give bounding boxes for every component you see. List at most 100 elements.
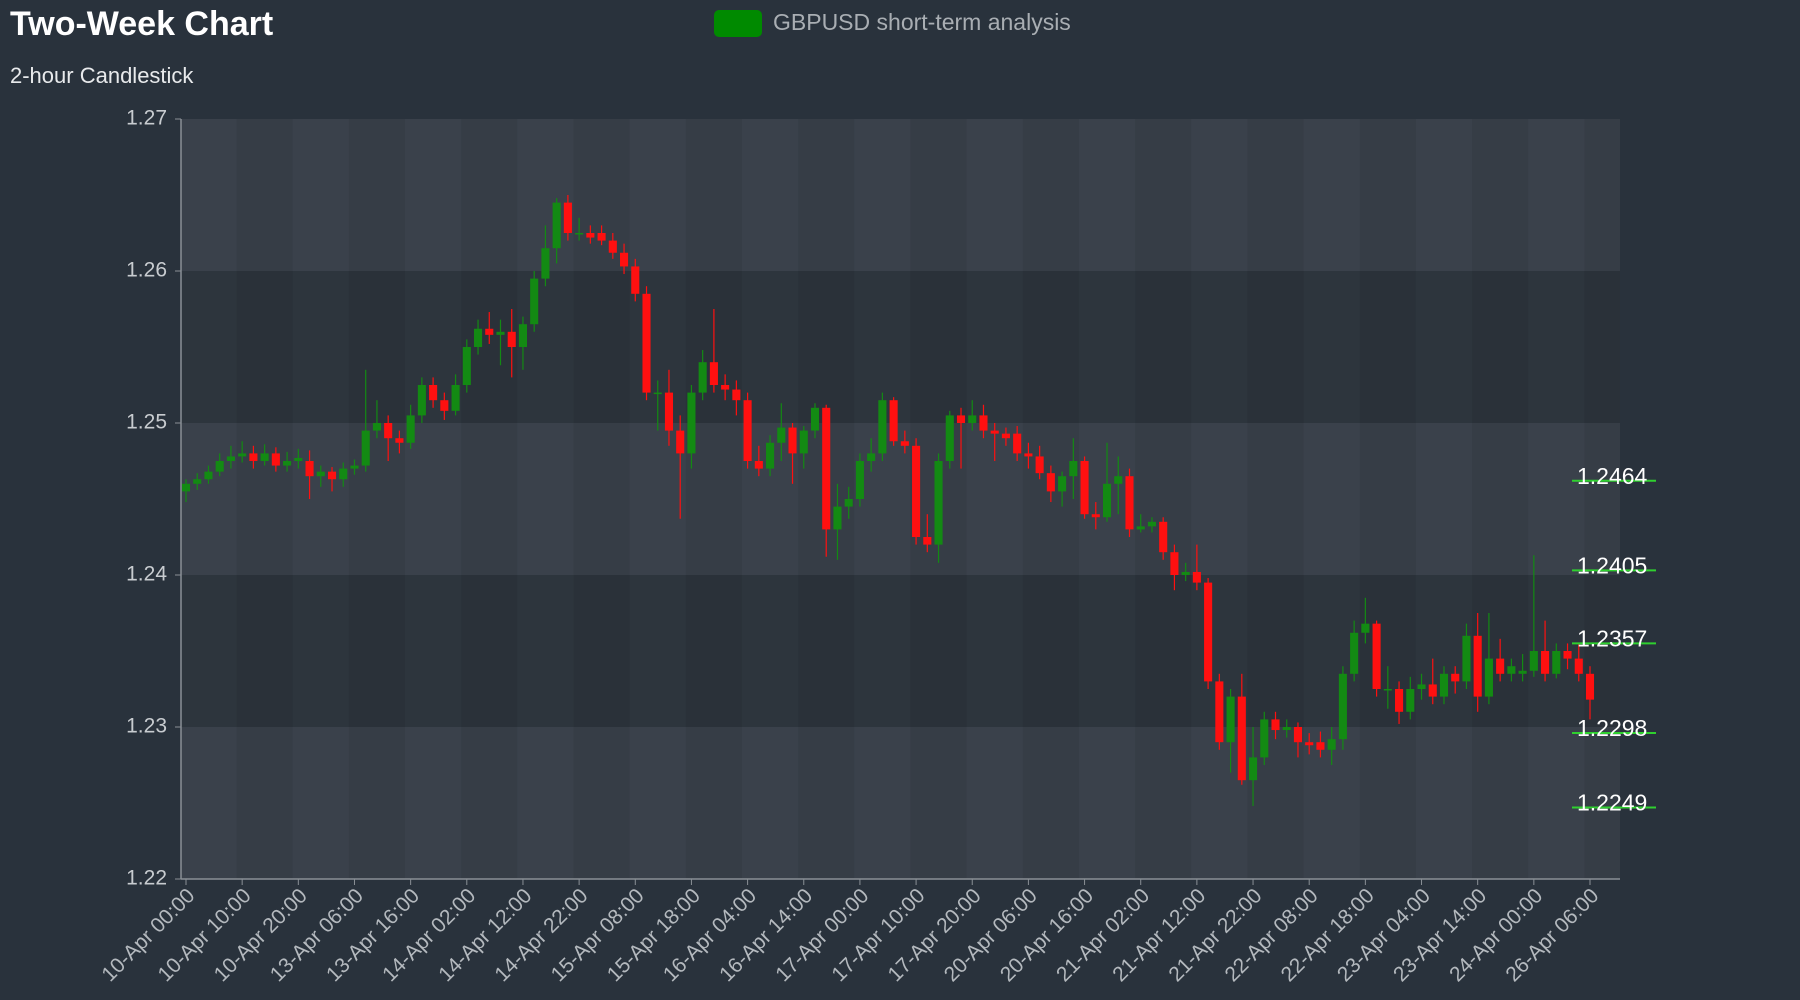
candle-body xyxy=(912,445,921,537)
vertical-band xyxy=(236,119,293,879)
candle-body xyxy=(844,499,853,507)
vertical-band xyxy=(348,119,406,879)
candle-body xyxy=(1496,658,1505,674)
vertical-band xyxy=(1472,119,1529,879)
candle-body xyxy=(1305,742,1314,746)
candle-body xyxy=(1338,673,1347,740)
candle-body xyxy=(563,202,572,233)
candle-body xyxy=(1293,727,1303,743)
candle-body xyxy=(1316,742,1325,750)
candle-body xyxy=(653,392,662,395)
candle-body xyxy=(1327,739,1336,750)
candle-body xyxy=(316,471,325,477)
candle-body xyxy=(1080,461,1089,515)
y-tick-label: 1.26 xyxy=(126,259,167,282)
candle-body xyxy=(1181,571,1190,575)
candle-body xyxy=(1136,526,1145,530)
candle-body xyxy=(1215,681,1224,743)
vertical-band xyxy=(573,119,630,879)
candle-body xyxy=(294,457,303,461)
candle-body xyxy=(1058,476,1067,492)
candle-body xyxy=(1204,582,1213,682)
candle-body xyxy=(1563,651,1572,659)
candle-body xyxy=(1125,476,1134,530)
candle-body xyxy=(1417,684,1426,689)
candle-body xyxy=(1552,651,1561,674)
candle-body xyxy=(193,479,202,484)
candle-body xyxy=(1282,727,1291,731)
candle-body xyxy=(485,328,494,335)
candle-body xyxy=(530,278,539,325)
vertical-band xyxy=(1135,119,1192,879)
vertical-band xyxy=(685,119,742,879)
legend-label[interactable]: GBPUSD short-term analysis xyxy=(773,9,1071,35)
candle-body xyxy=(709,362,718,385)
candle-body xyxy=(1260,719,1269,758)
candle-body xyxy=(384,423,393,439)
candle-body xyxy=(945,415,954,461)
candle-body xyxy=(1395,689,1404,712)
vertical-band xyxy=(1359,119,1416,879)
candle-body xyxy=(361,430,370,466)
candle-body xyxy=(507,331,516,347)
candle-body xyxy=(1585,673,1595,700)
candle-body xyxy=(1473,635,1482,697)
candle-body xyxy=(687,392,696,454)
candle-body xyxy=(698,362,707,393)
plot-background xyxy=(181,119,1620,879)
candle-body xyxy=(631,266,640,294)
y-tick-label: 1.27 xyxy=(126,107,167,130)
plot-area xyxy=(181,119,1620,879)
candle-body xyxy=(777,427,786,443)
candle-body xyxy=(462,347,471,385)
candle-body xyxy=(575,233,584,235)
candle-body xyxy=(395,438,404,443)
candle-body xyxy=(889,400,898,442)
candle-body xyxy=(1439,673,1449,697)
candle-body xyxy=(1170,552,1179,575)
candle-body xyxy=(1372,623,1381,689)
candle-body xyxy=(754,461,763,469)
candle-body xyxy=(810,407,820,431)
y-tick-label: 1.25 xyxy=(126,411,167,434)
vertical-band xyxy=(1247,119,1304,879)
level-label: 1.2464 xyxy=(1577,463,1648,489)
candle-body xyxy=(1114,476,1123,484)
vertical-band xyxy=(1584,119,1620,879)
candle-body xyxy=(743,400,752,461)
candle-body xyxy=(552,202,561,249)
candle-body xyxy=(1529,651,1538,671)
level-label: 1.2405 xyxy=(1577,552,1647,578)
candle-body xyxy=(339,468,348,480)
candle-body xyxy=(350,465,359,469)
candle-body xyxy=(934,461,943,545)
legend[interactable]: GBPUSD short-term analysis xyxy=(714,9,1071,37)
candle-body xyxy=(956,415,966,423)
candle-body xyxy=(518,324,528,347)
candle-body xyxy=(406,415,415,443)
candle-body xyxy=(1462,635,1471,682)
candle-body xyxy=(900,441,909,446)
candle-body xyxy=(283,461,292,466)
level-label: 1.2298 xyxy=(1577,715,1647,741)
candle-body xyxy=(496,331,505,335)
candle-body xyxy=(597,233,606,241)
candle-body xyxy=(1406,689,1415,712)
candle-body xyxy=(1361,623,1370,633)
candle-body xyxy=(215,461,224,472)
candle-body xyxy=(1484,658,1493,697)
level-label: 1.2249 xyxy=(1577,790,1647,816)
candle-body xyxy=(586,233,595,238)
candle-body xyxy=(1226,696,1235,743)
candle-body xyxy=(260,453,269,461)
candle-body xyxy=(226,456,235,461)
candle-body xyxy=(429,385,438,401)
candle-body xyxy=(664,392,674,431)
vertical-band xyxy=(461,119,518,879)
candle-body xyxy=(1192,571,1201,583)
candle-body xyxy=(1046,473,1055,492)
candle-body xyxy=(181,483,191,492)
grid xyxy=(175,118,181,880)
legend-swatch[interactable] xyxy=(714,10,762,37)
candle-body xyxy=(968,415,977,423)
